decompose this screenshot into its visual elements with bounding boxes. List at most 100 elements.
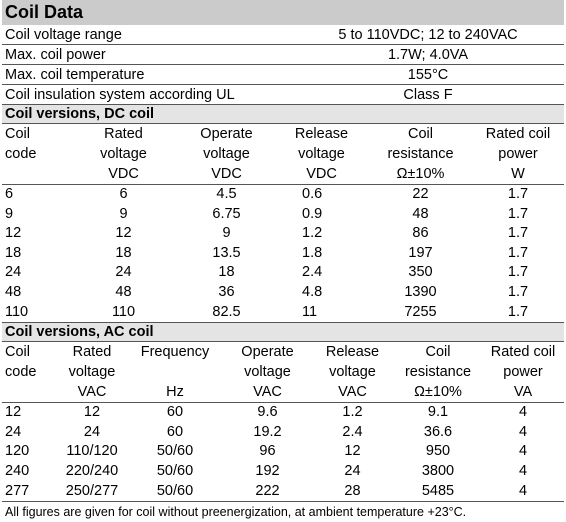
ac-table-cell: 110/120 (66, 443, 118, 460)
dc-table-cell: 1.7 (507, 244, 529, 261)
dc-table-cell: 13.5 (212, 244, 241, 261)
dc-table-cell: 6.75 (212, 205, 241, 222)
ac-table-cell: 24 (5, 423, 22, 440)
dc-table-cell: 48 (412, 205, 429, 222)
ac-header-operate-voltage: Operate voltage VAC (224, 342, 311, 404)
header-line: power (503, 364, 543, 381)
spec-value: Class F (403, 87, 453, 103)
dc-table-cell: 18 (5, 244, 22, 261)
dc-table-cell: 12 (115, 225, 132, 242)
dc-table-row: 48 48 36 4.8 1390 1.7 (2, 283, 564, 303)
ac-table-cell: 50/60 (156, 443, 194, 460)
dc-header-rated-voltage: Rated voltage VDC (68, 124, 179, 185)
dc-table-cell: 2.4 (302, 264, 323, 281)
ac-table-cell: 9.1 (427, 404, 449, 421)
header-line: code (5, 146, 37, 162)
ac-table-cell: 222 (224, 481, 311, 503)
ac-table-cell: 120 (5, 443, 30, 460)
dc-table-cell: 197 (408, 244, 433, 261)
header-line: Release (294, 126, 349, 142)
spec-row: Max. coil temperature 155°C (2, 65, 564, 85)
ac-table-cell: 60 (166, 423, 184, 440)
header-line: Rated coil (485, 126, 551, 142)
ac-table-cell: 4 (482, 481, 564, 503)
ac-table-cell: 277 (2, 481, 58, 503)
ac-table-cell: 50/60 (126, 481, 224, 503)
ac-table-cell: 12 (5, 404, 22, 421)
header-line (5, 164, 68, 184)
header-line: VA (513, 384, 533, 401)
dc-table-cell: 110 (2, 302, 68, 324)
dc-table-cell: 1.7 (507, 205, 529, 222)
dc-table-cell: 350 (408, 264, 433, 281)
spec-row: Max. coil power 1.7W; 4.0VA (2, 45, 564, 65)
ac-table-cell: 24 (344, 462, 361, 479)
dc-table-cell: 24 (115, 264, 132, 281)
dc-table-cell: 1390 (404, 283, 437, 300)
header-line: voltage (329, 364, 376, 381)
ac-table-body: 12 12 60 9.6 1.2 9.1 4 24 24 60 19.2 2.4 36.6 4 120 110… (2, 403, 564, 503)
dc-table-cell: 86 (412, 225, 429, 242)
dc-header-rated-coil-power: Rated coil power W (472, 124, 564, 185)
header-line: voltage (244, 364, 291, 381)
header-line: Ω±10% (396, 166, 445, 182)
ac-header-frequency: Frequency Hz (126, 342, 224, 404)
header-line: resistance (387, 146, 454, 162)
ac-table-cell: 9.6 (257, 404, 278, 421)
dc-table-cell: 12 (5, 225, 22, 242)
header-line: voltage (203, 146, 250, 162)
header-line: Coil (5, 344, 30, 361)
dc-table-cell: 9 (222, 225, 231, 242)
ac-table-cell: 60 (166, 404, 184, 421)
dc-table-cell: 11 (274, 302, 369, 324)
dc-table-cell: 48 (5, 283, 22, 300)
header-line: Frequency (140, 344, 210, 361)
spec-row: Coil insulation system according UL Clas… (2, 85, 564, 105)
header-line: voltage (100, 146, 147, 162)
ac-table-cell: 220/240 (65, 462, 119, 479)
ac-table-cell: 36.6 (423, 423, 453, 440)
header-line: VDC (211, 166, 242, 182)
header-line: voltage (298, 146, 345, 162)
header-line: Hz (166, 384, 184, 401)
dc-table-cell: 1.7 (472, 302, 564, 324)
dc-table-cell: 1.7 (507, 264, 529, 281)
dc-table-cell: 1.7 (507, 225, 529, 242)
header-line: VAC (77, 384, 107, 401)
dc-table-cell: 6 (119, 186, 128, 202)
header-line: VDC (306, 166, 337, 182)
header-line: Rated coil (490, 344, 556, 361)
dc-table-cell: 36 (218, 283, 235, 300)
ac-table-cell: 4 (518, 462, 528, 479)
dc-header-operate-voltage: Operate voltage VDC (179, 124, 274, 185)
header-line: Release (325, 344, 380, 361)
ac-table-cell: 12 (344, 443, 361, 460)
spec-value: 5 to 110VDC; 12 to 240VAC (338, 27, 518, 43)
dc-table-cell: 1.2 (302, 225, 323, 242)
dc-table-row: 110 110 82.5 11 7255 1.7 (2, 302, 564, 324)
dc-table-row: 18 18 13.5 1.8 197 1.7 (2, 244, 564, 264)
ac-table-cell: 12 (83, 404, 101, 421)
ac-table-row: 277 250/277 50/60 222 28 5485 4 (2, 481, 564, 503)
ac-header-row: Coil code Rated voltage VAC Frequency Hz Op… (2, 342, 564, 404)
dc-header-row: Coil code Rated voltage VDC Operate voltage V… (2, 124, 564, 185)
dc-table-cell: 82.5 (179, 302, 274, 324)
spec-label: Coil voltage range (5, 27, 122, 43)
header-line: Ω±10% (414, 384, 462, 401)
dc-table-row: 24 24 18 2.4 350 1.7 (2, 263, 564, 283)
ac-header-rated-coil-power: Rated coil power VA (482, 342, 564, 404)
ac-table-cell: 4 (518, 404, 528, 421)
dc-table-cell: 9 (5, 205, 14, 222)
dc-coil-table: Coil code Rated voltage VDC Operate voltage V… (2, 124, 564, 324)
dc-table-cell: 110 (68, 302, 179, 324)
header-line (5, 382, 58, 402)
header-line: Operate (200, 126, 253, 142)
header-line: power (498, 146, 538, 162)
dc-table-cell: 4.5 (216, 186, 237, 202)
spec-label: Max. coil power (5, 47, 106, 63)
ac-table-cell: 240 (5, 462, 30, 479)
ac-table-row: 24 24 60 19.2 2.4 36.6 4 (2, 423, 564, 443)
dc-table-cell: 18 (115, 244, 132, 261)
ac-header-release-voltage: Release voltage VAC (311, 342, 394, 404)
header-line: Operate (241, 344, 294, 361)
